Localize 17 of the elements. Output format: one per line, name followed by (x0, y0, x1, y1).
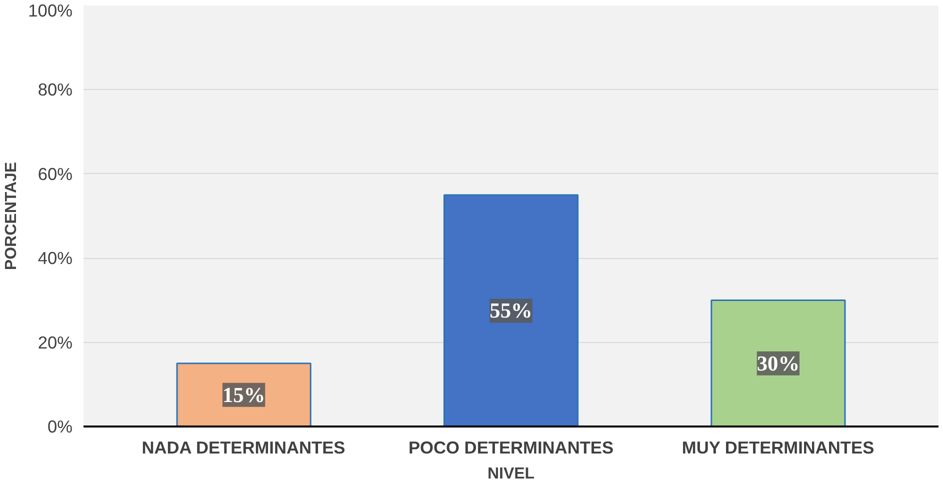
bar (443, 194, 579, 426)
y-tick-label: 20% (38, 332, 73, 352)
x-axis-title: NIVEL (487, 466, 535, 482)
y-tick-label: 60% (38, 164, 73, 184)
x-tick-label: POCO DETERMINANTES (408, 438, 614, 458)
data-label: 30% (756, 351, 800, 376)
y-tick-label: 100% (28, 0, 73, 20)
bar (176, 362, 312, 426)
data-label: 15% (222, 382, 266, 407)
data-label: 55% (490, 298, 532, 323)
y-axis-title: PORCENTAJE (3, 162, 20, 270)
y-tick-label: 0% (47, 416, 72, 436)
bar (710, 299, 846, 426)
x-tick-label: NADA DETERMINANTES (142, 438, 346, 458)
y-tick-label: 80% (38, 80, 73, 100)
x-tick-label: MUY DETERMINANTES (682, 438, 874, 458)
y-tick-label: 40% (38, 248, 73, 268)
